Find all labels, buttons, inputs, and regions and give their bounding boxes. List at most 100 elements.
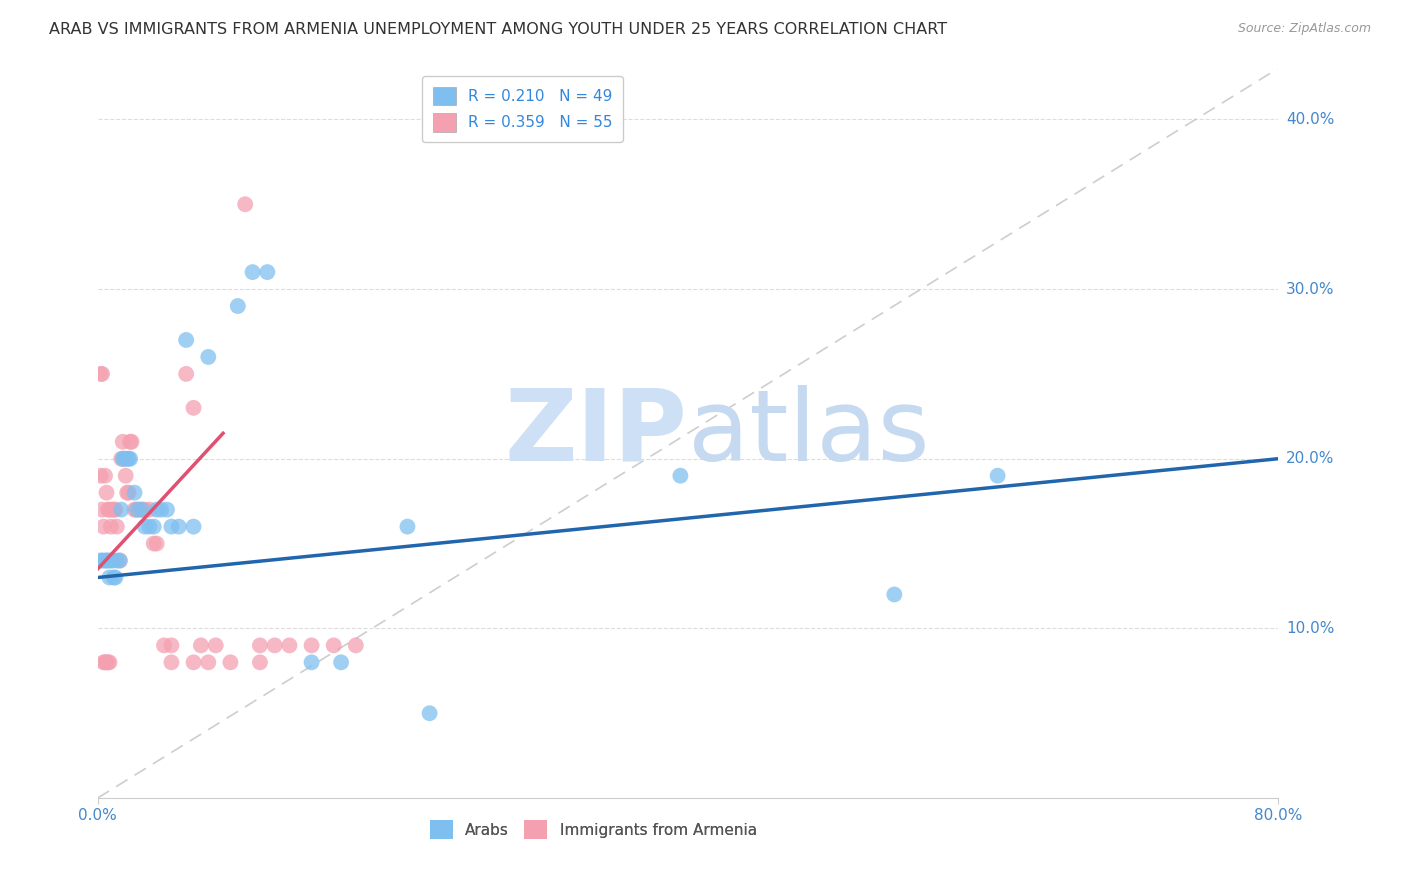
- Point: [101, 502, 124, 516]
- Point: [301, 639, 323, 653]
- Point: [125, 502, 148, 516]
- Point: [124, 485, 146, 500]
- Point: [197, 350, 219, 364]
- Point: [183, 401, 205, 415]
- Point: [197, 656, 219, 670]
- Point: [160, 639, 183, 653]
- Point: [156, 502, 179, 516]
- Point: [98, 502, 121, 516]
- Text: ARAB VS IMMIGRANTS FROM ARMENIA UNEMPLOYMENT AMONG YOUTH UNDER 25 YEARS CORRELAT: ARAB VS IMMIGRANTS FROM ARMENIA UNEMPLOY…: [49, 22, 948, 37]
- Point: [110, 451, 132, 466]
- Point: [105, 519, 128, 533]
- Point: [93, 519, 115, 533]
- Point: [190, 639, 212, 653]
- Text: 30.0%: 30.0%: [1286, 282, 1334, 296]
- Point: [249, 656, 271, 670]
- Point: [160, 656, 183, 670]
- Point: [91, 502, 114, 516]
- Point: [322, 639, 344, 653]
- Point: [183, 656, 205, 670]
- Point: [167, 519, 190, 533]
- Point: [103, 570, 125, 584]
- Point: [142, 536, 165, 550]
- Point: [112, 451, 135, 466]
- Point: [124, 502, 146, 516]
- Point: [96, 553, 118, 567]
- Text: Source: ZipAtlas.com: Source: ZipAtlas.com: [1237, 22, 1371, 36]
- Text: 20.0%: 20.0%: [1286, 451, 1334, 467]
- Point: [160, 519, 183, 533]
- Point: [103, 502, 125, 516]
- Point: [330, 656, 353, 670]
- Point: [111, 434, 134, 449]
- Point: [104, 570, 127, 584]
- Point: [987, 468, 1010, 483]
- Point: [90, 468, 112, 483]
- Point: [101, 553, 124, 567]
- Point: [128, 502, 150, 516]
- Point: [301, 656, 323, 670]
- Point: [204, 639, 226, 653]
- Point: [138, 502, 160, 516]
- Point: [226, 299, 249, 313]
- Point: [669, 468, 692, 483]
- Point: [115, 451, 138, 466]
- Text: atlas: atlas: [688, 384, 929, 482]
- Point: [153, 639, 176, 653]
- Point: [121, 434, 143, 449]
- Legend: Arabs, Immigrants from Armenia: Arabs, Immigrants from Armenia: [425, 814, 762, 845]
- Point: [242, 265, 264, 279]
- Point: [419, 706, 441, 721]
- Point: [150, 502, 173, 516]
- Point: [134, 519, 156, 533]
- Point: [104, 502, 127, 516]
- Point: [112, 451, 135, 466]
- Point: [219, 656, 242, 670]
- Point: [100, 553, 122, 567]
- Point: [96, 656, 118, 670]
- Point: [249, 639, 271, 653]
- Point: [90, 553, 112, 567]
- Point: [145, 502, 167, 516]
- Text: 40.0%: 40.0%: [1286, 112, 1334, 127]
- Point: [97, 553, 120, 567]
- Point: [183, 519, 205, 533]
- Point: [114, 468, 136, 483]
- Point: [145, 536, 167, 550]
- Point: [396, 519, 419, 533]
- Point: [108, 553, 131, 567]
- Point: [93, 656, 115, 670]
- Point: [111, 451, 134, 466]
- Point: [97, 502, 120, 516]
- Point: [110, 502, 132, 516]
- Point: [90, 367, 112, 381]
- Point: [233, 197, 256, 211]
- Point: [97, 656, 120, 670]
- Point: [105, 553, 128, 567]
- Point: [127, 502, 149, 516]
- Text: 10.0%: 10.0%: [1286, 621, 1334, 636]
- Point: [98, 570, 121, 584]
- Point: [117, 485, 139, 500]
- Point: [134, 502, 156, 516]
- Point: [256, 265, 278, 279]
- Point: [94, 656, 117, 670]
- Point: [263, 639, 285, 653]
- Point: [91, 553, 114, 567]
- Point: [94, 553, 117, 567]
- Text: ZIP: ZIP: [505, 384, 688, 482]
- Point: [120, 434, 142, 449]
- Point: [94, 468, 117, 483]
- Point: [142, 519, 165, 533]
- Point: [883, 587, 905, 601]
- Point: [278, 639, 301, 653]
- Point: [100, 519, 122, 533]
- Point: [174, 333, 197, 347]
- Point: [131, 502, 153, 516]
- Point: [131, 502, 153, 516]
- Point: [174, 367, 197, 381]
- Point: [138, 519, 160, 533]
- Point: [96, 485, 118, 500]
- Point: [115, 485, 138, 500]
- Point: [91, 367, 114, 381]
